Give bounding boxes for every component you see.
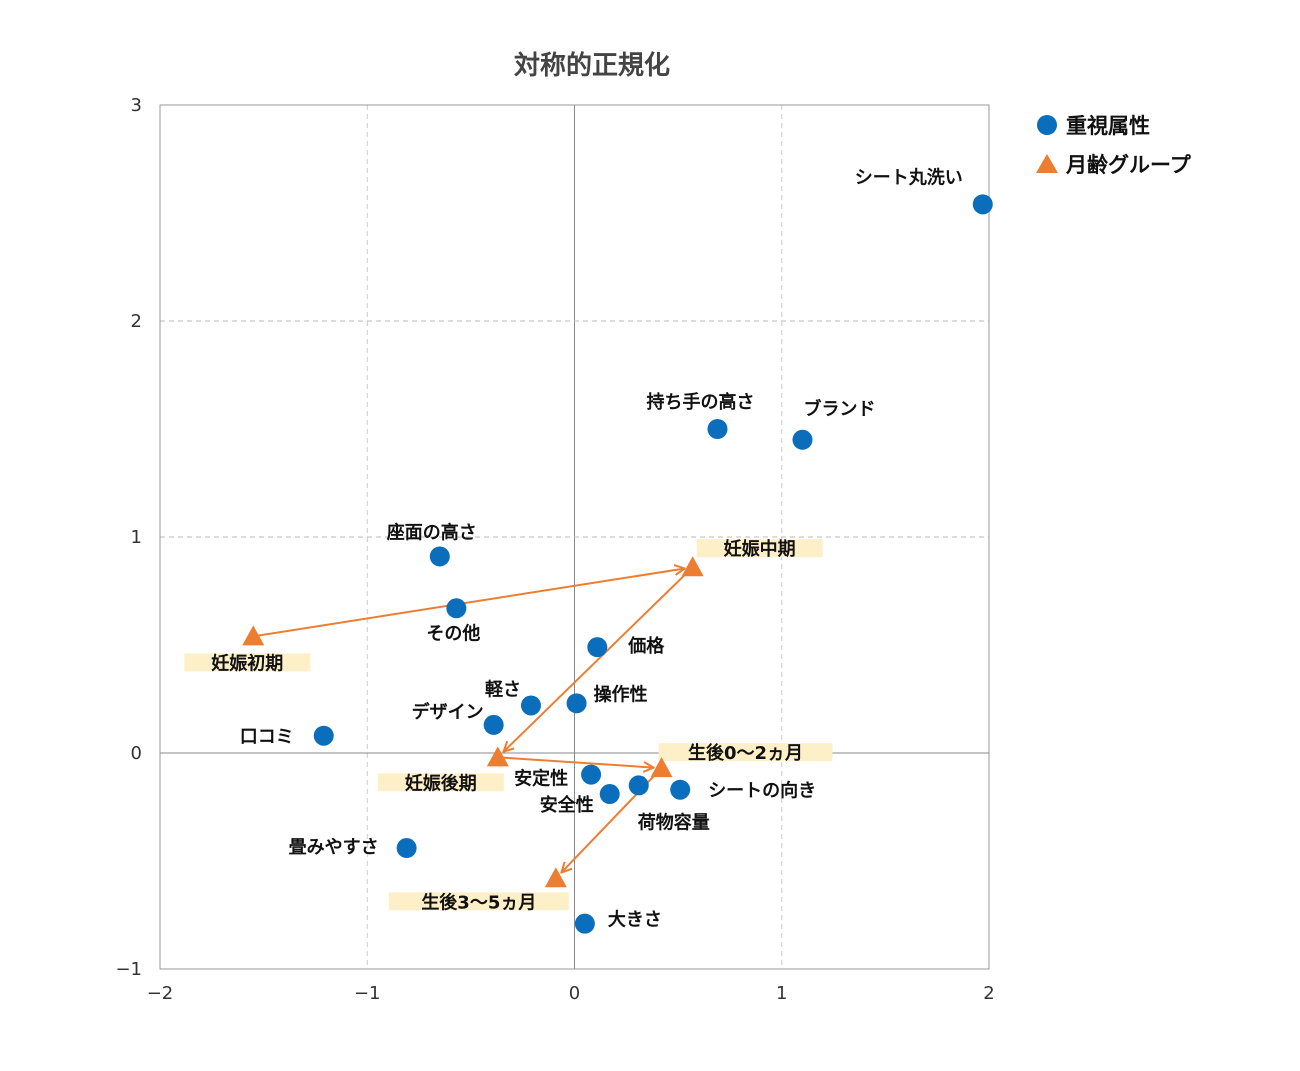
trajectory-arrow <box>497 756 654 767</box>
y-tick-label: 1 <box>131 527 142 548</box>
x-tick-label: 2 <box>983 983 994 1004</box>
legend: 重視属性 月齢グループ <box>1036 114 1192 177</box>
trajectory-arrow <box>504 566 694 751</box>
group-label: 妊娠後期 <box>405 772 477 794</box>
gridlines <box>160 105 989 969</box>
attribute-point[interactable] <box>396 838 417 859</box>
attribute-point[interactable] <box>972 194 993 215</box>
chart-title: 対称的正規化 <box>514 50 670 81</box>
attribute-point[interactable] <box>483 714 504 735</box>
attribute-point[interactable] <box>628 775 649 796</box>
group-label: 妊娠中期 <box>724 538 796 560</box>
attribute-point[interactable] <box>599 784 620 805</box>
attribute-point[interactable] <box>670 779 691 800</box>
attribute-point[interactable] <box>520 695 541 716</box>
y-tick-label: 0 <box>131 743 142 764</box>
x-tick-label: 0 <box>569 983 580 1004</box>
x-tick-label: −1 <box>354 983 381 1004</box>
group-label-background <box>388 892 569 911</box>
attribute-label: 価格 <box>627 635 665 657</box>
y-tick-label: 2 <box>131 311 142 332</box>
attribute-label: ブランド <box>803 398 875 420</box>
legend-circle-icon <box>1037 115 1057 135</box>
attribute-label: 座面の高さ <box>387 521 477 543</box>
group-point[interactable] <box>681 556 704 577</box>
attribute-label: 軽さ <box>485 678 521 700</box>
attribute-point[interactable] <box>446 598 467 619</box>
attribute-point[interactable] <box>574 913 595 934</box>
attribute-label: 安全性 <box>540 794 594 816</box>
attribute-point[interactable] <box>566 693 587 714</box>
attribute-point[interactable] <box>581 764 602 785</box>
group-label: 生後3〜5ヵ月 <box>421 891 536 913</box>
trajectory-arrow <box>253 568 684 638</box>
attribute-label: 畳みやすさ <box>289 837 379 858</box>
attribute-label: シートの向き <box>708 780 816 802</box>
x-tick-label: 1 <box>776 983 787 1004</box>
group-label-background <box>377 773 504 792</box>
attribute-label: 持ち手の高さ <box>647 391 755 413</box>
attribute-label: シート丸洗い <box>855 166 963 188</box>
attribute-label: デザイン <box>412 701 484 723</box>
group-point[interactable] <box>486 746 509 767</box>
y-tick-label: −1 <box>115 959 142 980</box>
group-point[interactable] <box>242 625 265 646</box>
legend-triangle-icon <box>1036 154 1058 173</box>
y-tick-label: 3 <box>131 95 142 116</box>
group-label-background <box>658 743 833 762</box>
legend-label-attribute: 重視属性 <box>1066 114 1150 138</box>
attribute-label: 大きさ <box>608 909 662 931</box>
group-label: 生後0〜2ヵ月 <box>688 742 803 764</box>
attribute-label: 操作性 <box>594 683 648 705</box>
group-label-background <box>184 653 311 672</box>
group-label-background <box>696 539 823 558</box>
group-label: 妊娠初期 <box>211 652 283 674</box>
attribute-label: 荷物容量 <box>638 811 710 833</box>
group-point[interactable] <box>544 867 567 888</box>
attribute-point[interactable] <box>792 429 813 450</box>
attribute-label: その他 <box>426 622 480 644</box>
x-tick-label: −2 <box>147 983 174 1004</box>
attribute-point[interactable] <box>429 546 450 567</box>
attribute-label: 口コミ <box>240 727 294 748</box>
attribute-point[interactable] <box>313 725 334 746</box>
attribute-label: 安定性 <box>514 768 568 790</box>
attribute-point[interactable] <box>707 419 728 439</box>
attribute-point[interactable] <box>587 637 608 658</box>
legend-label-group: 月齢グループ <box>1065 153 1192 177</box>
group-point[interactable] <box>650 757 673 778</box>
plot-frame <box>159 104 990 970</box>
